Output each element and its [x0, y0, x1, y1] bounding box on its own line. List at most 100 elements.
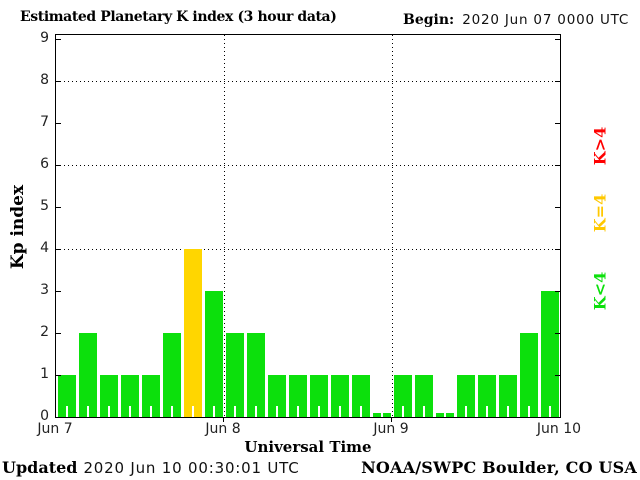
kp-bar — [141, 375, 160, 417]
slot-tick — [170, 406, 173, 417]
slot-tick — [149, 406, 152, 417]
begin-timestamp: Begin: 2020 Jun 07 0000 UTC — [403, 12, 629, 28]
y-tick-label: 6 — [40, 156, 49, 172]
updated-label: Updated — [2, 458, 78, 477]
h-gridline — [56, 249, 560, 250]
source-attribution: NOAA/SWPC Boulder, CO USA — [361, 458, 637, 477]
y-tick-left — [56, 207, 61, 208]
y-tick-label: 3 — [40, 282, 49, 298]
slot-tick — [128, 406, 131, 417]
slot-tick — [275, 406, 278, 417]
y-tick-left — [56, 375, 61, 376]
y-tick-left — [56, 123, 61, 124]
slot-tick — [212, 406, 215, 417]
kp-bar — [99, 375, 118, 417]
kp-bar — [120, 375, 139, 417]
slot-tick — [506, 406, 509, 417]
slot-tick — [359, 406, 362, 417]
y-tick-right — [555, 165, 560, 166]
chart-title: Estimated Planetary K index (3 hour data… — [20, 9, 337, 25]
begin-label: Begin: — [403, 12, 455, 28]
slot-tick — [191, 406, 194, 417]
day-tick — [223, 417, 224, 422]
slot-tick — [485, 406, 488, 417]
legend-entry: K>4 — [590, 126, 610, 166]
h-gridline — [56, 165, 560, 166]
y-tick-right — [555, 123, 560, 124]
v-gridline — [392, 35, 393, 417]
y-tick-label: 1 — [40, 366, 49, 382]
y-tick-right — [555, 375, 560, 376]
slot-tick — [254, 406, 257, 417]
y-tick-left — [56, 81, 61, 82]
h-gridline — [56, 81, 560, 82]
y-tick-label: 7 — [40, 114, 49, 130]
y-tick-left — [56, 291, 61, 292]
kp-bar — [78, 333, 97, 417]
kp-bar — [246, 333, 265, 417]
slot-tick — [338, 406, 341, 417]
y-tick-label: 5 — [40, 198, 49, 214]
y-tick-left — [56, 39, 61, 40]
kp-bar — [309, 375, 328, 417]
slot-tick — [65, 406, 68, 417]
slot-tick — [380, 406, 383, 417]
slot-tick — [464, 406, 467, 417]
legend-entry: K<4 — [590, 271, 610, 311]
kp-bar — [519, 333, 538, 417]
kp-bar — [57, 375, 76, 417]
y-tick-label: 0 — [40, 408, 49, 424]
y-tick-left — [56, 249, 61, 250]
x-tick-label: Jun 8 — [205, 421, 241, 437]
slot-tick — [401, 406, 404, 417]
y-tick-right — [555, 207, 560, 208]
kp-bar — [456, 375, 475, 417]
kp-bar — [477, 375, 496, 417]
x-tick-label: Jun 10 — [536, 421, 582, 437]
x-tick-label: Jun 9 — [373, 421, 409, 437]
legend-entry: K=4 — [590, 193, 610, 233]
y-tick-label: 4 — [40, 240, 49, 256]
y-tick-right — [555, 249, 560, 250]
v-gridline — [224, 35, 225, 417]
kp-bar — [183, 249, 202, 417]
x-tick-label: Jun 7 — [37, 421, 73, 437]
updated-timestamp: Updated 2020 Jun 10 00:30:01 UTC — [2, 458, 300, 477]
y-tick-label: 2 — [40, 324, 49, 340]
slot-tick — [296, 406, 299, 417]
kp-bar — [330, 375, 349, 417]
slot-tick — [548, 406, 551, 417]
kp-bar — [225, 333, 244, 417]
y-tick-right — [555, 291, 560, 292]
y-tick-label: 9 — [40, 30, 49, 46]
kp-bar — [393, 375, 412, 417]
kp-bar — [351, 375, 370, 417]
y-tick-right — [555, 39, 560, 40]
slot-tick — [443, 406, 446, 417]
slot-tick — [233, 406, 236, 417]
slot-tick — [527, 406, 530, 417]
kp-bar — [162, 333, 181, 417]
kp-bar — [267, 375, 286, 417]
x-axis-title: Universal Time — [244, 438, 372, 456]
kp-bar — [498, 375, 517, 417]
day-tick — [391, 417, 392, 422]
slot-tick — [107, 406, 110, 417]
y-tick-right — [555, 333, 560, 334]
y-tick-left — [56, 333, 61, 334]
updated-value: 2020 Jun 10 00:30:01 UTC — [83, 459, 300, 477]
kp-bar — [414, 375, 433, 417]
slot-tick — [317, 406, 320, 417]
begin-value: 2020 Jun 07 0000 UTC — [462, 12, 630, 28]
y-tick-label: 8 — [40, 72, 49, 88]
plot-area — [55, 34, 561, 418]
kp-bar — [288, 375, 307, 417]
y-tick-right — [555, 81, 560, 82]
kp-bar — [204, 291, 223, 417]
kp-bar — [540, 291, 559, 417]
slot-tick — [86, 406, 89, 417]
y-axis-title: Kp index — [8, 184, 28, 270]
y-tick-left — [56, 165, 61, 166]
slot-tick — [422, 406, 425, 417]
